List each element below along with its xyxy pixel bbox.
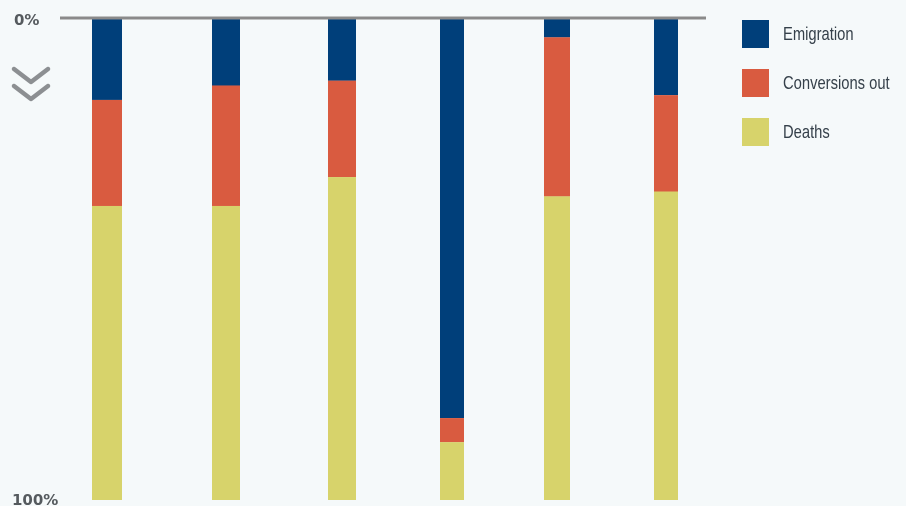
bar-4-conversions-out bbox=[440, 418, 464, 443]
y-tick-label-0: 0% bbox=[14, 11, 39, 29]
legend-swatch-deaths bbox=[742, 118, 769, 146]
legend-swatch-conversions-out bbox=[742, 69, 769, 97]
bar-6-deaths bbox=[654, 191, 678, 500]
legend: Emigration Conversions out Deaths bbox=[742, 20, 906, 167]
bar-1-deaths bbox=[92, 205, 122, 501]
legend-label-conversions-out: Conversions out bbox=[783, 72, 890, 93]
legend-label-deaths: Deaths bbox=[783, 121, 830, 142]
bar-4-deaths bbox=[440, 442, 464, 500]
bar-1-conversions-out bbox=[92, 99, 122, 206]
bar-5-conversions-out bbox=[544, 37, 570, 197]
bars-group bbox=[92, 18, 678, 501]
bar-2-emigration bbox=[212, 18, 240, 86]
bar-2-deaths bbox=[212, 205, 240, 501]
bar-5-emigration bbox=[544, 18, 570, 38]
legend-item-conversions-out: Conversions out bbox=[742, 69, 906, 97]
bar-3-conversions-out bbox=[328, 80, 356, 178]
legend-swatch-emigration bbox=[742, 20, 769, 48]
bar-3-emigration bbox=[328, 18, 356, 81]
bar-3-deaths bbox=[328, 177, 356, 500]
legend-item-emigration: Emigration bbox=[742, 20, 906, 48]
legend-label-emigration: Emigration bbox=[783, 23, 854, 44]
legend-item-deaths: Deaths bbox=[742, 118, 906, 146]
bar-6-emigration bbox=[654, 18, 678, 96]
bar-6-conversions-out bbox=[654, 95, 678, 192]
bar-4-emigration bbox=[440, 18, 464, 419]
double-chevron-down-icon[interactable] bbox=[11, 66, 51, 102]
bar-2-conversions-out bbox=[212, 85, 240, 206]
y-tick-label-100: 100% bbox=[12, 491, 58, 506]
bar-1-emigration bbox=[92, 18, 122, 100]
bar-5-deaths bbox=[544, 196, 570, 500]
